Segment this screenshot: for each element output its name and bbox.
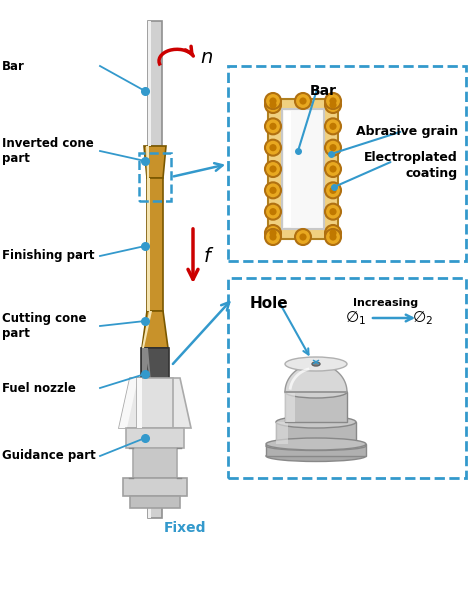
Text: Guidance part: Guidance part	[2, 449, 96, 462]
Text: Electroplated
coating: Electroplated coating	[364, 151, 458, 181]
Bar	[276, 422, 356, 444]
Polygon shape	[285, 364, 347, 392]
Circle shape	[325, 97, 341, 113]
Circle shape	[269, 208, 277, 215]
Bar	[133, 448, 177, 478]
Text: Bar: Bar	[2, 60, 25, 73]
Bar	[137, 378, 142, 428]
Text: Fuel nozzle: Fuel nozzle	[2, 381, 76, 395]
Bar	[266, 444, 366, 456]
Ellipse shape	[266, 438, 366, 450]
Bar	[126, 428, 184, 448]
Circle shape	[265, 182, 281, 198]
Circle shape	[300, 97, 307, 105]
Bar	[285, 392, 295, 422]
Text: Hole: Hole	[250, 296, 289, 311]
Bar	[282, 109, 324, 229]
Text: Bar: Bar	[310, 84, 337, 98]
Ellipse shape	[276, 416, 356, 428]
Bar	[284, 111, 291, 227]
Text: Fixed: Fixed	[164, 521, 206, 535]
Text: Cutting cone
part: Cutting cone part	[2, 312, 86, 340]
Text: Increasing: Increasing	[354, 298, 419, 308]
Polygon shape	[146, 146, 149, 178]
Circle shape	[265, 161, 281, 177]
Circle shape	[265, 229, 281, 245]
Bar	[147, 178, 163, 311]
Ellipse shape	[285, 357, 347, 371]
Circle shape	[325, 229, 341, 245]
Ellipse shape	[266, 451, 366, 461]
Circle shape	[269, 123, 277, 130]
Circle shape	[265, 97, 281, 113]
Circle shape	[329, 187, 337, 194]
Bar	[123, 478, 187, 496]
Polygon shape	[144, 348, 155, 404]
Bar	[141, 348, 169, 478]
Circle shape	[269, 97, 277, 105]
Circle shape	[265, 139, 281, 156]
Circle shape	[329, 234, 337, 241]
Circle shape	[329, 123, 337, 130]
Circle shape	[265, 225, 281, 241]
Bar	[228, 278, 466, 478]
Bar	[148, 404, 151, 518]
Text: $n$: $n$	[200, 49, 213, 67]
Circle shape	[269, 144, 277, 151]
Text: Inverted cone
part: Inverted cone part	[2, 137, 94, 165]
Polygon shape	[119, 378, 138, 428]
Circle shape	[329, 166, 337, 173]
Polygon shape	[144, 146, 166, 178]
Circle shape	[329, 101, 337, 108]
Bar	[139, 153, 171, 201]
Polygon shape	[142, 311, 168, 348]
Circle shape	[265, 204, 281, 220]
Circle shape	[269, 187, 277, 194]
Circle shape	[269, 166, 277, 173]
Bar	[228, 66, 466, 261]
Circle shape	[325, 139, 341, 156]
Circle shape	[295, 229, 311, 245]
Bar	[147, 178, 150, 311]
Text: $\varnothing_1$: $\varnothing_1$	[346, 309, 366, 327]
Bar	[148, 21, 151, 146]
Circle shape	[325, 93, 341, 109]
Circle shape	[325, 225, 341, 241]
Circle shape	[269, 234, 277, 241]
Circle shape	[295, 93, 311, 109]
Polygon shape	[142, 311, 152, 348]
Circle shape	[329, 229, 337, 237]
Polygon shape	[142, 348, 168, 404]
Text: $\varnothing_2$: $\varnothing_2$	[412, 309, 434, 327]
Bar	[285, 392, 347, 422]
Text: $f$: $f$	[203, 247, 214, 265]
Circle shape	[265, 119, 281, 134]
Circle shape	[329, 97, 337, 105]
Bar	[142, 348, 147, 478]
Circle shape	[269, 101, 277, 108]
Circle shape	[325, 204, 341, 220]
Bar	[148, 404, 162, 518]
Circle shape	[300, 234, 307, 241]
Ellipse shape	[266, 442, 366, 451]
Ellipse shape	[285, 386, 347, 398]
Circle shape	[265, 93, 281, 109]
Circle shape	[325, 119, 341, 134]
Circle shape	[329, 144, 337, 151]
Bar	[137, 378, 173, 428]
Circle shape	[325, 161, 341, 177]
Text: Abrasive grain: Abrasive grain	[356, 125, 458, 138]
Text: Finishing part: Finishing part	[2, 250, 94, 262]
Circle shape	[329, 208, 337, 215]
Circle shape	[325, 182, 341, 198]
Polygon shape	[119, 378, 191, 428]
Bar	[148, 21, 162, 146]
Circle shape	[269, 229, 277, 237]
Bar	[130, 496, 180, 508]
Bar	[268, 99, 338, 239]
Ellipse shape	[312, 362, 320, 366]
Bar	[276, 422, 288, 444]
